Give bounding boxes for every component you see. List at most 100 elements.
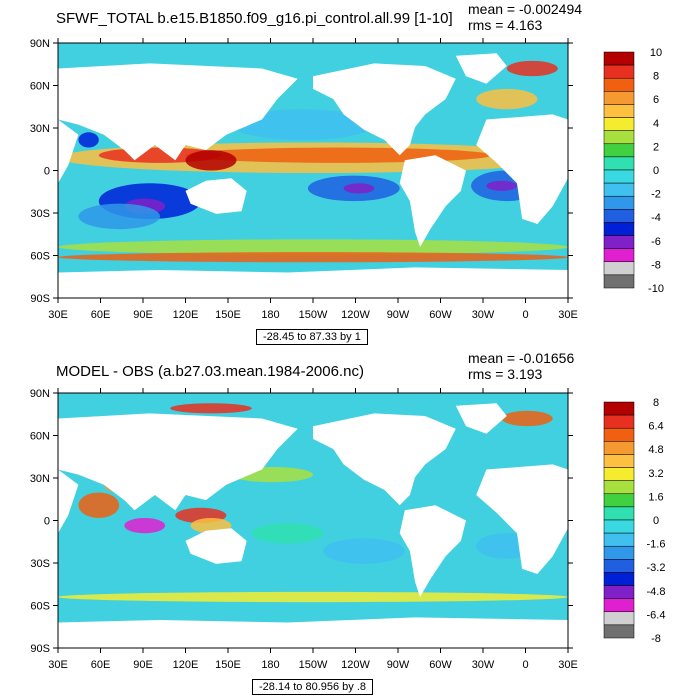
colorbar-swatch bbox=[603, 401, 635, 416]
global-map: 90N 60N 30N 0 30S 60S 90S 30E 60E 90E 120E 150E 180 1… bbox=[30, 38, 664, 321]
lat-label: 30S bbox=[30, 208, 50, 220]
colorbar-swatch bbox=[603, 182, 635, 197]
lon-label: 60W bbox=[429, 659, 452, 671]
colorbar-swatch bbox=[603, 572, 635, 586]
colorbar-label: 0 bbox=[653, 165, 659, 177]
field-patch bbox=[231, 109, 375, 140]
lon-label: 60E bbox=[91, 309, 111, 321]
lon-label: 150E bbox=[215, 309, 241, 321]
lat-label: 60S bbox=[30, 251, 50, 263]
colorbar-label: -6 bbox=[651, 236, 661, 248]
lon-label: 90W bbox=[387, 659, 410, 671]
field-patch bbox=[78, 203, 160, 230]
lon-label: 90E bbox=[133, 309, 153, 321]
lon-label: 180 bbox=[261, 309, 279, 321]
lat-label: 30S bbox=[30, 558, 50, 570]
field-patch bbox=[58, 252, 568, 263]
land-polygon bbox=[185, 528, 247, 564]
land-polygon bbox=[58, 267, 568, 298]
colorbar-swatch bbox=[603, 104, 635, 118]
land-polygon bbox=[58, 119, 79, 184]
lon-label: 120E bbox=[173, 659, 199, 671]
colorbar-swatch bbox=[603, 195, 635, 210]
colorbar-swatch bbox=[603, 559, 635, 573]
lon-label: 90W bbox=[387, 309, 410, 321]
colorbar-label: 6.4 bbox=[648, 421, 663, 433]
lon-label: 0 bbox=[522, 309, 528, 321]
mean-value: mean = -0.002494 bbox=[468, 1, 583, 17]
colorbar-label: -6.4 bbox=[647, 609, 666, 621]
colorbar-swatch bbox=[603, 585, 635, 599]
land-polygon bbox=[58, 617, 568, 648]
colorbar-swatch bbox=[603, 248, 635, 263]
lon-label: 30E bbox=[558, 659, 578, 671]
lon-label: 180 bbox=[261, 659, 279, 671]
colorbar-swatch bbox=[603, 427, 635, 442]
colorbar-label: -4.8 bbox=[647, 586, 666, 598]
colorbar-swatch bbox=[603, 545, 635, 560]
field-patch bbox=[501, 410, 553, 427]
colorbar-label: 6 bbox=[653, 94, 659, 106]
contour-info: -28.14 to 80.956 by .8 bbox=[252, 679, 374, 695]
lon-label: 30E bbox=[558, 309, 578, 321]
colorbar-swatch bbox=[603, 261, 635, 276]
lon-label: 30E bbox=[48, 309, 68, 321]
field-patch bbox=[78, 132, 99, 148]
land-polygon bbox=[185, 178, 247, 214]
lat-label: 0 bbox=[44, 516, 50, 528]
colorbar-swatch bbox=[603, 169, 635, 184]
colorbar-swatch bbox=[603, 130, 635, 145]
colorbar-swatch bbox=[603, 156, 635, 171]
field-patch bbox=[323, 538, 405, 564]
land-polygon bbox=[455, 53, 507, 84]
colorbar-swatch bbox=[603, 532, 635, 547]
colorbar-label: 3.2 bbox=[648, 468, 663, 480]
colorbar-swatch bbox=[603, 454, 635, 468]
colorbar-swatch bbox=[603, 506, 635, 521]
global-map: 90N 60N 30N 0 30S 60S 90S 30E 60E 90E 120E 150E 180 1… bbox=[30, 388, 666, 671]
lon-label: 30W bbox=[472, 659, 495, 671]
colorbar-swatch bbox=[603, 77, 635, 92]
lon-label: 90E bbox=[133, 659, 153, 671]
land-polygon bbox=[313, 413, 456, 506]
lon-label: 60E bbox=[91, 659, 111, 671]
field-patch bbox=[58, 239, 568, 255]
colorbar-swatch bbox=[603, 611, 635, 626]
colorbar-swatch bbox=[603, 222, 635, 236]
lon-label: 120W bbox=[341, 659, 370, 671]
lon-label: 150E bbox=[215, 659, 241, 671]
lat-label: 30N bbox=[30, 473, 50, 485]
lon-label: 30W bbox=[472, 309, 495, 321]
lat-label: 60N bbox=[30, 81, 50, 93]
colorbar-swatch bbox=[603, 493, 635, 508]
lat-label: 90N bbox=[30, 38, 50, 50]
colorbar-label: -4 bbox=[651, 212, 661, 224]
field-patch bbox=[78, 492, 120, 518]
colorbar-label: -10 bbox=[648, 283, 664, 295]
land-polygon bbox=[476, 464, 568, 574]
land-polygon bbox=[399, 505, 466, 597]
colorbar-label: 2 bbox=[653, 141, 659, 153]
land-masses bbox=[58, 403, 568, 648]
mean-value: mean = -0.01656 bbox=[468, 350, 575, 366]
colorbar-label: -1.6 bbox=[647, 539, 666, 551]
lon-label: 0 bbox=[522, 659, 528, 671]
lon-label: 120E bbox=[173, 309, 199, 321]
field-patch bbox=[506, 60, 558, 77]
colorbar-label: 8 bbox=[653, 397, 659, 409]
panel-model-minus-obs: MODEL - OBS (a.b27.03.mean.1984-2006.nc)… bbox=[0, 350, 700, 700]
colorbar-label: 4.8 bbox=[648, 444, 663, 456]
field-patch bbox=[124, 517, 166, 534]
colorbar-label: -8 bbox=[651, 259, 661, 271]
field-patch bbox=[343, 183, 375, 194]
field-patch bbox=[170, 403, 252, 414]
colorbar-label: -3.2 bbox=[647, 562, 666, 574]
colorbar-swatch bbox=[603, 64, 635, 79]
land-masses bbox=[58, 53, 568, 298]
lon-label: 30E bbox=[48, 659, 68, 671]
colorbar-label: 8 bbox=[653, 71, 659, 83]
colorbar-swatch bbox=[603, 51, 635, 66]
field-patch bbox=[58, 591, 568, 603]
colorbar-swatch bbox=[603, 414, 635, 429]
land-polygon bbox=[455, 403, 507, 434]
